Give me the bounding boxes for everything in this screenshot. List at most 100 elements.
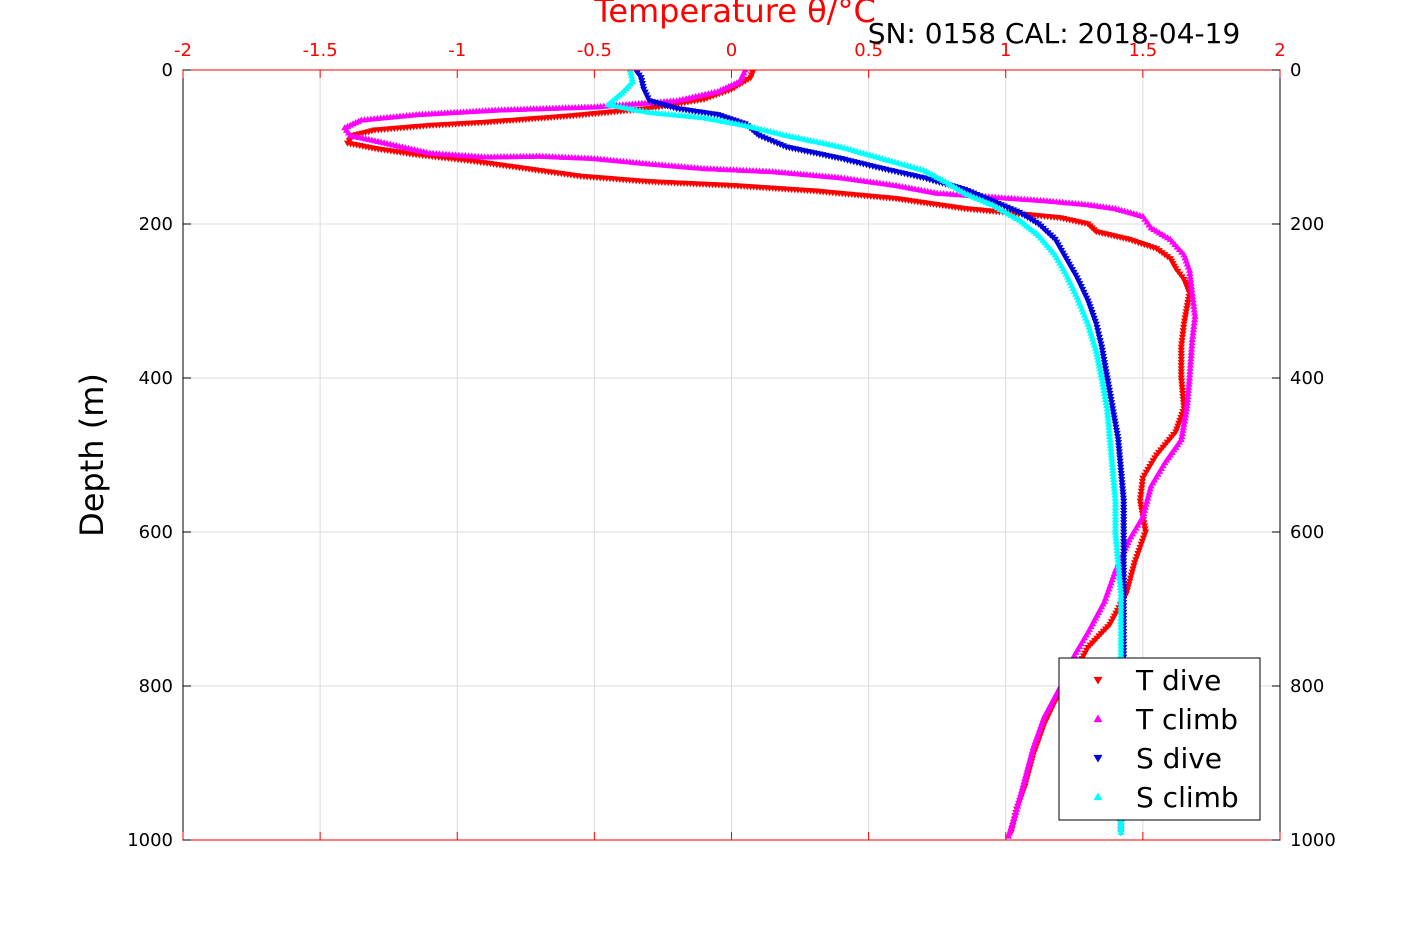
- data-point: [1117, 825, 1125, 832]
- data-point: [1095, 359, 1103, 366]
- data-point: [1144, 494, 1152, 501]
- data-point: [1132, 557, 1140, 564]
- data-point: [1111, 497, 1120, 504]
- data-point: [1185, 374, 1194, 381]
- data-point: [1103, 402, 1111, 409]
- data-point: [1120, 558, 1128, 565]
- data-point: [1177, 366, 1185, 373]
- data-point: [1187, 358, 1195, 365]
- data-point: [1097, 371, 1105, 378]
- data-point: [1111, 488, 1119, 495]
- data-point: [1105, 429, 1114, 436]
- data-point: [1187, 345, 1196, 352]
- data-point: [1145, 488, 1154, 495]
- data-point: [1021, 774, 1029, 781]
- data-point: [1092, 321, 1100, 328]
- data-point: [1018, 787, 1026, 794]
- data-point: [1096, 338, 1104, 345]
- data-point: [1117, 636, 1125, 643]
- data-point: [1024, 762, 1032, 769]
- y-tick-label-left: 0: [162, 60, 173, 81]
- data-point: [1110, 485, 1118, 492]
- data-point: [1117, 611, 1125, 618]
- data-point: [1182, 309, 1190, 316]
- y-tick-label-right: 800: [1290, 676, 1324, 697]
- y-tick-label-right: 400: [1290, 368, 1324, 389]
- data-point: [1104, 411, 1112, 418]
- data-point: [1117, 596, 1125, 603]
- data-point: [1138, 485, 1146, 492]
- data-point: [1109, 406, 1117, 413]
- data-point: [1109, 466, 1117, 473]
- x-tick-label: -1.5: [303, 40, 338, 61]
- data-point: [627, 72, 635, 79]
- data-point: [1117, 642, 1125, 649]
- data-point: [1117, 639, 1125, 646]
- data-point: [1177, 369, 1185, 376]
- data-point: [1119, 495, 1128, 502]
- data-point: [1130, 563, 1138, 570]
- data-point: [1117, 470, 1125, 478]
- data-point: [1180, 324, 1188, 331]
- data-point: [1117, 599, 1125, 606]
- data-point: [1114, 553, 1122, 560]
- data-point: [1117, 474, 1126, 481]
- data-point: [1112, 531, 1120, 538]
- data-point: [1120, 535, 1128, 543]
- data-point: [1117, 633, 1125, 640]
- data-point: [1180, 417, 1189, 424]
- data-point: [1112, 537, 1120, 544]
- data-point: [1120, 561, 1128, 568]
- data-point: [1108, 403, 1116, 410]
- data-point: [1117, 648, 1125, 655]
- data-point: [1178, 432, 1186, 440]
- data-point: [1104, 378, 1112, 385]
- data-point: [1108, 463, 1117, 470]
- data-point: [1100, 386, 1108, 393]
- data-point: [1177, 357, 1185, 364]
- data-point: [1100, 389, 1109, 396]
- legend-marker: [1093, 754, 1103, 763]
- data-point: [1108, 400, 1116, 407]
- data-point: [1181, 315, 1189, 322]
- data-point: [1136, 544, 1144, 551]
- data-point: [1117, 645, 1125, 652]
- data-point: [1027, 753, 1035, 760]
- y-tick-label-right: 600: [1290, 522, 1324, 543]
- data-point: [1131, 560, 1139, 567]
- data-point: [1110, 479, 1118, 486]
- y-tick-label-left: 400: [139, 368, 173, 389]
- data-point: [1117, 623, 1125, 630]
- data-point: [1185, 266, 1194, 273]
- legend-label: T climb: [1135, 703, 1238, 736]
- data-point: [1186, 367, 1194, 375]
- data-point: [1117, 828, 1125, 835]
- data-point: [1118, 477, 1126, 484]
- data-point: [1138, 478, 1147, 485]
- data-point: [1113, 543, 1121, 550]
- data-point: [1126, 578, 1134, 585]
- data-point: [1179, 390, 1187, 397]
- data-point: [1104, 417, 1112, 424]
- data-point: [1120, 545, 1128, 552]
- data-point: [1179, 328, 1187, 335]
- data-point: [1183, 402, 1191, 409]
- data-point: [1103, 372, 1111, 379]
- data-point: [1014, 799, 1022, 806]
- data-point: [1177, 344, 1185, 351]
- data-point: [1179, 426, 1187, 433]
- data-point: [1179, 331, 1187, 338]
- data-point: [1118, 486, 1127, 493]
- data-point: [1114, 562, 1123, 569]
- x-tick-label: -1: [448, 40, 466, 61]
- data-point: [1182, 411, 1190, 418]
- data-point: [1117, 617, 1125, 624]
- data-point: [1017, 790, 1025, 797]
- data-point: [628, 75, 636, 82]
- data-point: [1103, 408, 1112, 415]
- data-point: [1124, 584, 1132, 592]
- data-point: [1105, 387, 1114, 394]
- data-point: [1093, 350, 1101, 357]
- data-point: [1120, 564, 1128, 571]
